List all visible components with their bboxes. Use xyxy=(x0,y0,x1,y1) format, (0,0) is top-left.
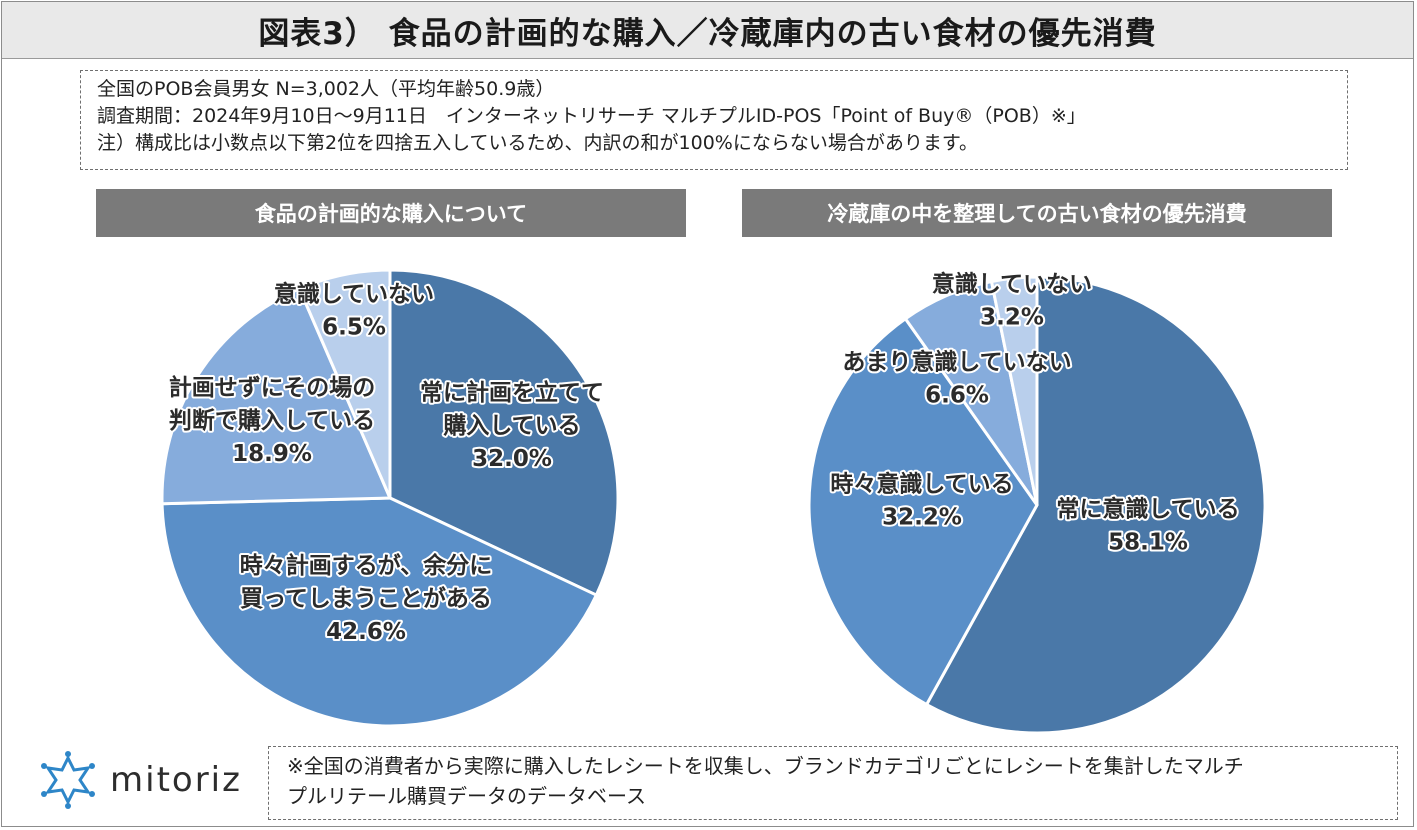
mitoriz-logo: mitoriz xyxy=(36,750,242,810)
pie2-slice-4-value-label: 3.2% xyxy=(980,305,1044,331)
pie1-slice-4-label-line-1: 意識していない xyxy=(274,281,434,308)
pie1-slice-3-label-line-1: 計画せずにその場の xyxy=(169,374,376,401)
pie1-slice-4-value-label: 6.5% xyxy=(322,315,386,341)
pie2-slice-4-label-line-1: 意識していない xyxy=(932,271,1092,298)
pie2-slice-2 xyxy=(807,316,1039,707)
footnote-box: ※全国の消費者から実際に購入したレシートを収集し、ブランドカテゴリごとにレシート… xyxy=(268,746,1398,820)
pie1-slice-3-value-label: 18.9% xyxy=(232,441,312,467)
pie1-slice-2-label-line-2: 買ってしまうことがある xyxy=(240,585,492,612)
pie1-slice-1-label-line-2: 購入している xyxy=(443,413,580,439)
pie1-slice-3 xyxy=(160,286,393,506)
pie1-slice-1 xyxy=(388,268,620,598)
pie1-slice-3-label-line-2: 判断で購入している xyxy=(169,407,375,434)
figure-title: 図表3） 食品の計画的な購入／冷蔵庫内の古い食材の優先消費 xyxy=(2,2,1413,59)
pie2-slice-1-value-label: 58.1% xyxy=(1108,530,1188,556)
pie1-slice-4 xyxy=(297,268,392,499)
pie1-slice-1-label-line-1: 常に計画を立てて xyxy=(420,379,604,406)
note-line-rounding: 注）構成比は小数点以下第2位を四捨五入しているため、内訳の和が100%にならない… xyxy=(97,132,978,154)
pie1-slice-2-value-label: 42.6% xyxy=(326,619,406,645)
pie2-slice-1 xyxy=(924,275,1267,735)
pie2-slice-1-label-line-1: 常に意識している xyxy=(1056,496,1239,523)
footnote-line-1: ※全国の消費者から実際に購入したレシートを収集し、ブランドカテゴリごとにレシート… xyxy=(287,754,1244,778)
chart-title-planned-purchase: 食品の計画的な購入について xyxy=(96,189,686,237)
note-line-period: 調査期間：2024年9月10日～9月11日 インターネットリサーチ マルチプルI… xyxy=(97,105,1086,127)
pie2-slice-3-label-line-1: あまり意識していない xyxy=(842,349,1071,376)
pie2-slice-2-value-label: 32.2% xyxy=(882,505,962,531)
chart-title-fridge-consumption: 冷蔵庫の中を整理しての古い食材の優先消費 xyxy=(742,189,1332,237)
note-line-respondents: 全国のPOB会員男女 N=3,002人（平均年齢50.9歳） xyxy=(97,78,555,100)
pie1-slice-2-label-line-1: 時々計画するが、余分に xyxy=(240,552,493,579)
pie2-slice-2-label-line-1: 時々意識している xyxy=(830,471,1013,498)
footnote-line-2: プルリテール購買データのデータベース xyxy=(287,784,646,808)
pie1-slice-2 xyxy=(160,496,599,728)
pie1-slice-1-value-label: 32.0% xyxy=(472,446,552,472)
pie2-slice-4 xyxy=(989,275,1039,506)
pie2-slice-3-value-label: 6.6% xyxy=(925,383,989,409)
logo-text: mitoriz xyxy=(110,760,242,800)
survey-notes: 全国のPOB会員男女 N=3,002人（平均年齢50.9歳） 調査期間：2024… xyxy=(80,70,1348,170)
mitoriz-star-logo-icon xyxy=(41,751,95,809)
